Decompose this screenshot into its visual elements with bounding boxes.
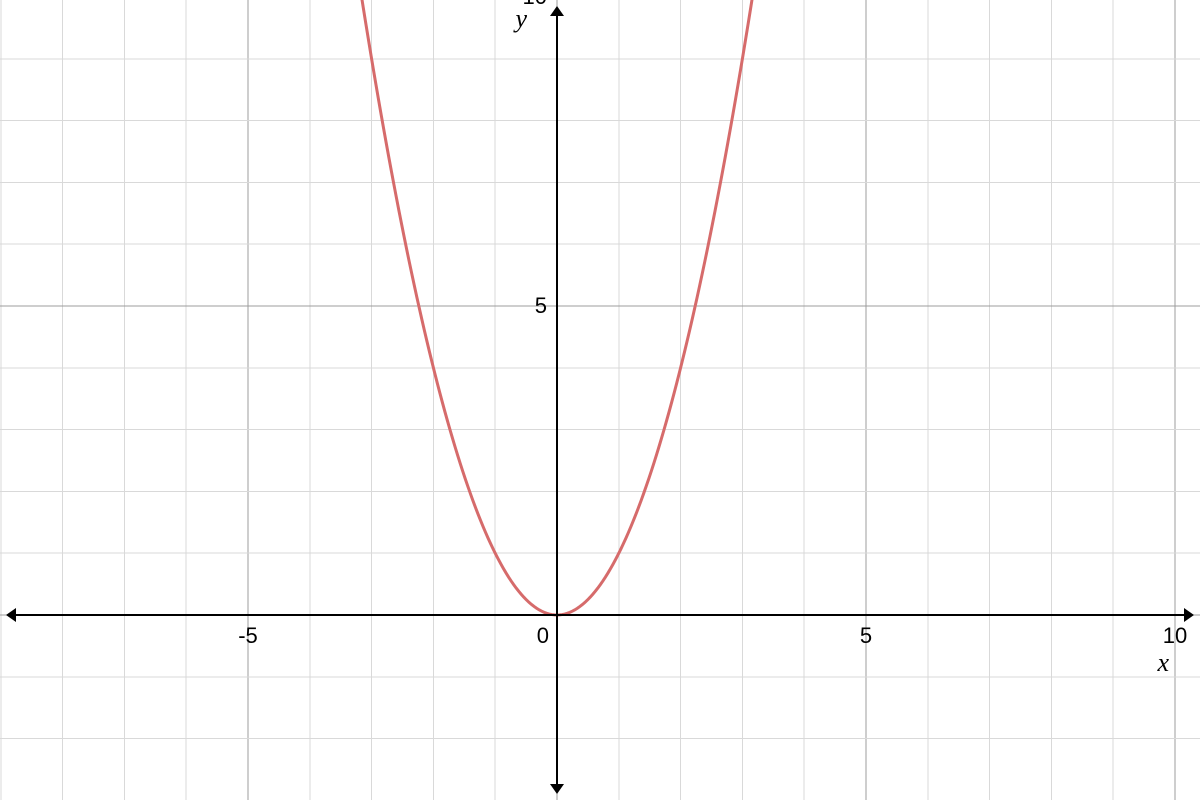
axes — [6, 6, 1194, 794]
x-tick-label: 0 — [537, 623, 549, 648]
x-tick-label: 5 — [860, 623, 872, 648]
x-axis-label: x — [1156, 648, 1169, 677]
x-tick-label: 10 — [1163, 623, 1187, 648]
axis-arrow-icon — [550, 784, 564, 794]
x-tick-label: -5 — [238, 623, 258, 648]
axis-arrow-icon — [1184, 608, 1194, 622]
labels: -50510510yx — [238, 0, 1187, 677]
parabola-chart: -50510510yx — [0, 0, 1200, 800]
grid — [0, 0, 1200, 800]
axis-arrow-icon — [6, 608, 16, 622]
y-tick-label: 5 — [535, 293, 547, 318]
axis-arrow-icon — [550, 6, 564, 16]
y-axis-label: y — [512, 4, 527, 33]
